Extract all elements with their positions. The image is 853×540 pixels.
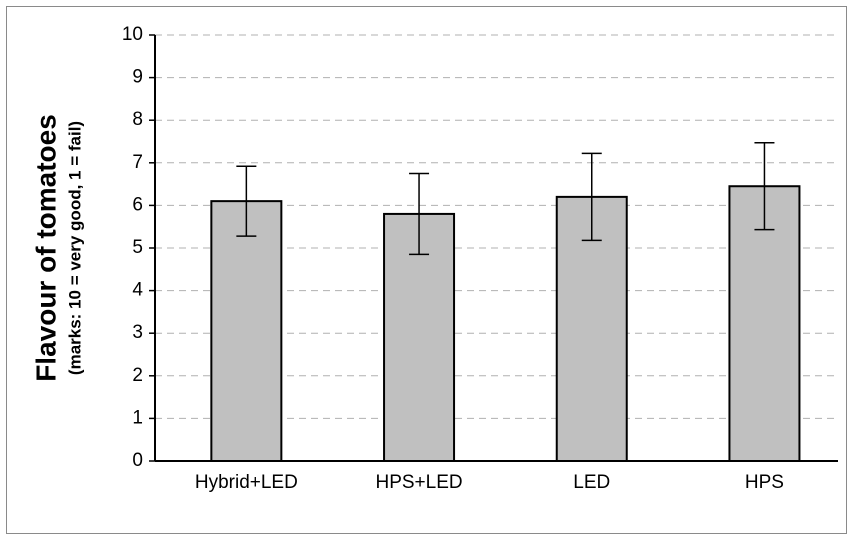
- x-tick-label: Hybrid+LED: [195, 472, 298, 493]
- y-tick-label: 2: [132, 365, 143, 386]
- error-bar: [236, 165, 257, 237]
- y-axis-title: Flavour of tomatoes: [30, 114, 61, 382]
- y-tick-label: 3: [132, 322, 143, 343]
- x-tick-label: LED: [573, 472, 610, 493]
- y-tick-label: 0: [132, 450, 143, 471]
- y-tick-label: 10: [122, 24, 143, 45]
- bar: [210, 200, 283, 462]
- error-bar: [581, 152, 602, 242]
- x-tick-label: HPS+LED: [375, 472, 462, 493]
- bar: [728, 185, 801, 462]
- error-bar: [409, 172, 430, 256]
- error-bar: [754, 142, 775, 231]
- y-tick-label: 7: [132, 152, 143, 173]
- y-tick-label: 9: [132, 67, 143, 88]
- y-tick-label: 5: [132, 237, 143, 258]
- y-tick-label: 6: [132, 194, 143, 215]
- y-tick-label: 4: [132, 280, 143, 301]
- y-axis-note: (marks: 10 = very good, 1 = fail): [65, 121, 84, 375]
- y-tick-label: 8: [132, 109, 143, 130]
- y-tick-label: 1: [132, 407, 143, 428]
- x-tick-label: HPS: [745, 472, 784, 493]
